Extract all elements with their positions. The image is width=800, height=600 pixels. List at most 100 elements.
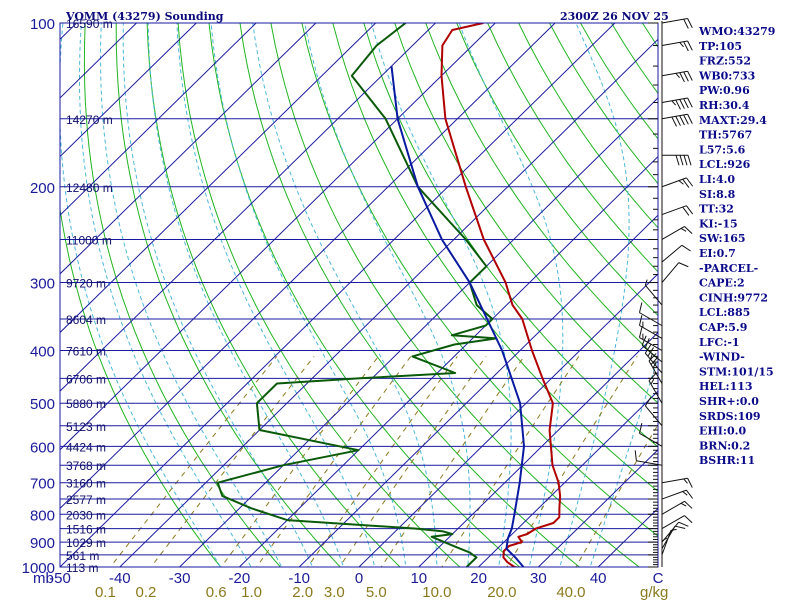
barb-feather [638, 327, 643, 338]
index-entry: PW:0.96 [699, 84, 750, 97]
barb-feather [684, 500, 693, 509]
isotherm [298, 214, 658, 567]
wind-barb [638, 327, 663, 351]
series-layer [216, 23, 562, 567]
isotherm [418, 331, 658, 567]
chart-title: VOMM (43279) Sounding [65, 10, 224, 23]
barb-feather [652, 362, 657, 369]
mixing-ratio-line [575, 423, 658, 567]
index-entry: CAPE:2 [699, 277, 745, 290]
barb-staff [661, 489, 687, 500]
dew-point-line [216, 23, 498, 567]
isotherm [0, 23, 17, 567]
height-label: 561 m [66, 549, 99, 563]
index-entry: LFC:-1 [699, 336, 740, 349]
isotherm [60, 23, 257, 216]
index-entry: EI:0.7 [699, 247, 736, 260]
isotherm [60, 23, 496, 451]
wind-barb [644, 279, 663, 306]
barb-staff [661, 17, 688, 24]
mixing-ratio-label: 3.0 [324, 584, 345, 600]
wind-barb [638, 315, 663, 339]
height-label: 2030 m [66, 508, 106, 522]
barb-feather [638, 423, 643, 434]
barb-feather [675, 72, 680, 79]
height-label: 1516 m [66, 523, 106, 537]
barb-feather [671, 100, 677, 106]
dry-adiabat [208, 23, 521, 567]
barb-staff [661, 70, 688, 77]
mixing-ratio-line [441, 356, 580, 567]
barb-staff [661, 262, 680, 283]
barb-staff [639, 337, 663, 351]
mixing-ratio-line [506, 356, 638, 567]
pressure-tick-label: 300 [30, 276, 55, 293]
temperature-tick-label: -50 [49, 570, 71, 587]
dry-adiabat [425, 23, 658, 360]
wind-barb [638, 302, 663, 327]
index-entry: SRDS:109 [699, 410, 761, 423]
barb-staff [636, 460, 663, 466]
barb-feather [686, 205, 694, 215]
parcel-line [390, 65, 525, 567]
moist-adiabat [176, 23, 376, 567]
mixing-ratio-line [220, 356, 379, 567]
height-label: 6706 m [66, 372, 106, 386]
mixing-ratio-label: 0.2 [136, 584, 157, 600]
wind-barb [661, 113, 693, 127]
pressure-tick-label: 500 [30, 396, 55, 413]
barb-feather [648, 353, 657, 362]
barb-staff [661, 500, 685, 515]
wind-barb [661, 489, 694, 500]
barb-feather [682, 178, 690, 188]
temperature-tick-label: -40 [109, 570, 131, 587]
moist-adiabat [60, 23, 222, 567]
moist-adiabat [370, 23, 512, 567]
barb-staff [639, 324, 663, 339]
index-entry: SHR+:0.0 [699, 395, 759, 408]
barb-feather [683, 478, 688, 484]
barb-feather [647, 347, 655, 357]
height-label: 3160 m [66, 477, 106, 491]
moist-adiabat [79, 23, 252, 567]
barb-staff [644, 405, 663, 427]
index-entry: HEL:113 [699, 380, 753, 393]
height-label: 9720 m [66, 277, 106, 291]
mixing-ratio-label: 2.0 [292, 584, 313, 600]
grid-layer [0, 23, 658, 567]
barb-feather [678, 262, 689, 268]
barb-staff [661, 177, 687, 188]
barb-feather [644, 279, 648, 286]
barb-feather [680, 502, 687, 507]
barb-feather [679, 115, 685, 126]
barb-feather [681, 244, 691, 252]
barb-staff [661, 244, 683, 263]
barb-feather [679, 99, 685, 109]
isotherm [60, 23, 377, 334]
barb-staff [661, 113, 688, 120]
pressure-tick-label: 700 [30, 476, 55, 493]
isotherm [60, 23, 317, 275]
barb-feather [683, 71, 689, 82]
isotherm [179, 97, 658, 567]
barb-feather [680, 228, 687, 232]
barb-feather [682, 206, 690, 216]
barb-feather [641, 335, 647, 346]
wind-barb [638, 423, 663, 447]
barb-feather [675, 116, 681, 126]
barb-feather [679, 72, 685, 83]
index-entry: CINH:9772 [699, 291, 768, 304]
dry-adiabat [394, 23, 658, 404]
dry-adiabat [456, 23, 658, 317]
barb-feather [687, 40, 693, 51]
index-entry: SI:8.8 [699, 188, 736, 201]
isotherm [119, 38, 658, 567]
wind-barb [661, 17, 693, 29]
barb-feather [644, 344, 652, 354]
wind-barb [634, 450, 663, 466]
barb-feather [648, 372, 657, 382]
wind-barb [661, 70, 693, 83]
pressure-tick-label: 800 [30, 507, 55, 524]
isotherm [358, 273, 658, 567]
